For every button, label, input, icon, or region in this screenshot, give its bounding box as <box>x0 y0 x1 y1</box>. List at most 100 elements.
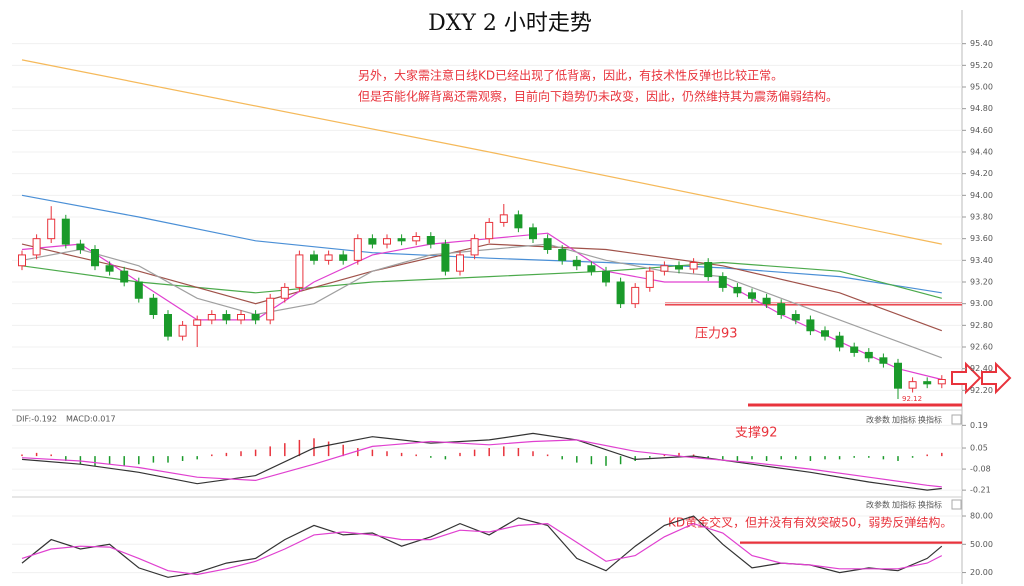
annotation: 但是否能化解背离还需观察，目前向下趋势仍未改变，因此，仍然维持其为震荡偏弱结构。 <box>358 89 838 104</box>
candle-body <box>631 286 640 305</box>
indicator-header: MACD:0.017 <box>66 415 116 424</box>
indicator-line <box>21 261 942 299</box>
y-tick-label: 92.60 <box>970 343 993 352</box>
candle-body <box>193 319 202 326</box>
button[interactable]: 加指标 <box>892 415 916 425</box>
candle-body <box>310 254 318 261</box>
candle-body <box>733 286 742 294</box>
candle-body <box>645 270 654 288</box>
button[interactable]: 改参数 <box>866 415 890 425</box>
candle-body <box>207 314 216 321</box>
candle-body <box>120 270 129 283</box>
candle-body <box>514 214 523 229</box>
y-tick-label: 93.00 <box>970 299 993 308</box>
y-tick-label: 92.20 <box>970 386 993 395</box>
button[interactable]: 换指标 <box>918 500 942 510</box>
y-tick-label: 93.80 <box>970 213 993 222</box>
candle-body <box>879 357 888 364</box>
candle-body <box>61 218 70 245</box>
candle-body <box>806 319 815 332</box>
indicator-line <box>21 439 942 488</box>
y-tick-label: -0.08 <box>970 465 991 474</box>
candle-body <box>412 236 421 242</box>
candle-body <box>368 238 377 245</box>
candle-body <box>47 218 56 240</box>
candle-body <box>543 238 552 251</box>
y-tick-label: 95.00 <box>970 83 993 92</box>
candle-body <box>587 265 596 272</box>
candle-body <box>18 254 26 267</box>
candle-body <box>718 276 727 288</box>
y-tick-label: 80.00 <box>970 512 993 521</box>
indicator-header: DIF:-0.192 <box>16 415 57 424</box>
low-label: 92.12 <box>902 395 922 403</box>
y-tick-label: 94.40 <box>970 148 993 157</box>
y-tick-label: 95.20 <box>970 61 993 70</box>
candle-body <box>499 214 508 223</box>
button[interactable]: 加指标 <box>892 500 916 510</box>
y-tick-label: 92.40 <box>970 364 993 373</box>
candle-body <box>295 254 304 288</box>
annotation: 压力93 <box>695 327 738 342</box>
candle-body <box>456 254 464 272</box>
candle-body <box>426 236 435 245</box>
close-button[interactable] <box>951 414 962 425</box>
candle-body <box>91 249 99 267</box>
candle-body <box>178 324 187 337</box>
candle-body <box>558 249 567 261</box>
candle-body <box>280 286 289 299</box>
candle-body <box>864 351 873 359</box>
candle-body <box>353 238 362 261</box>
candle-body <box>908 381 917 389</box>
annotation: 支撑92 <box>735 426 778 441</box>
button[interactable]: 换指标 <box>918 415 942 425</box>
y-tick-label: 95.40 <box>970 39 993 48</box>
annotation: KD黄金交叉，但并没有有效突破50，弱势反弹结构。 <box>668 515 952 530</box>
candle-body <box>660 265 669 272</box>
candle-body <box>397 238 406 242</box>
y-tick-label: 93.20 <box>970 278 993 287</box>
candle-body <box>850 346 859 353</box>
candle-body <box>937 379 946 385</box>
y-tick-label: 94.60 <box>970 126 993 135</box>
candle-body <box>602 270 610 283</box>
y-tick-label: 50.00 <box>970 540 993 549</box>
candle-body <box>237 314 245 321</box>
candle-body <box>748 292 756 299</box>
candle-body <box>572 259 581 267</box>
y-tick-label: 94.00 <box>970 191 993 200</box>
candle-body <box>441 243 450 272</box>
y-tick-label: 20.00 <box>970 568 993 577</box>
candle-body <box>32 238 41 256</box>
y-tick-label: 0.05 <box>970 444 988 453</box>
candle-body <box>835 335 844 348</box>
close-button[interactable] <box>951 499 962 510</box>
candle-body <box>821 330 829 337</box>
candle-body <box>616 281 625 305</box>
annotation: 另外，大家需注意日线KD已经出现了低背离，因此，有技术性反弹也比较正常。 <box>358 68 783 83</box>
indicator-line <box>21 59 942 245</box>
candle-body <box>383 238 391 245</box>
indicator-line <box>21 243 943 359</box>
candle-body <box>105 265 114 272</box>
candle-body <box>894 362 902 389</box>
candle-body <box>704 262 713 278</box>
chart-title: DXY 2 小时走势 <box>428 11 592 36</box>
candle-body <box>923 381 932 385</box>
candle-body <box>529 227 537 240</box>
indicator-line <box>21 194 942 294</box>
candle-body <box>134 281 143 299</box>
button[interactable]: 改参数 <box>866 500 890 510</box>
y-tick-label: 94.80 <box>970 104 993 113</box>
candle-body <box>251 314 260 321</box>
candle-body <box>324 254 333 261</box>
y-tick-label: 93.40 <box>970 256 993 265</box>
candle-body <box>164 314 172 337</box>
y-tick-label: 0.19 <box>970 421 988 430</box>
candle-body <box>762 297 771 305</box>
candle-body <box>689 262 698 270</box>
candle-body <box>470 238 479 256</box>
candle-body <box>675 265 683 270</box>
y-tick-label: 94.20 <box>970 169 993 178</box>
